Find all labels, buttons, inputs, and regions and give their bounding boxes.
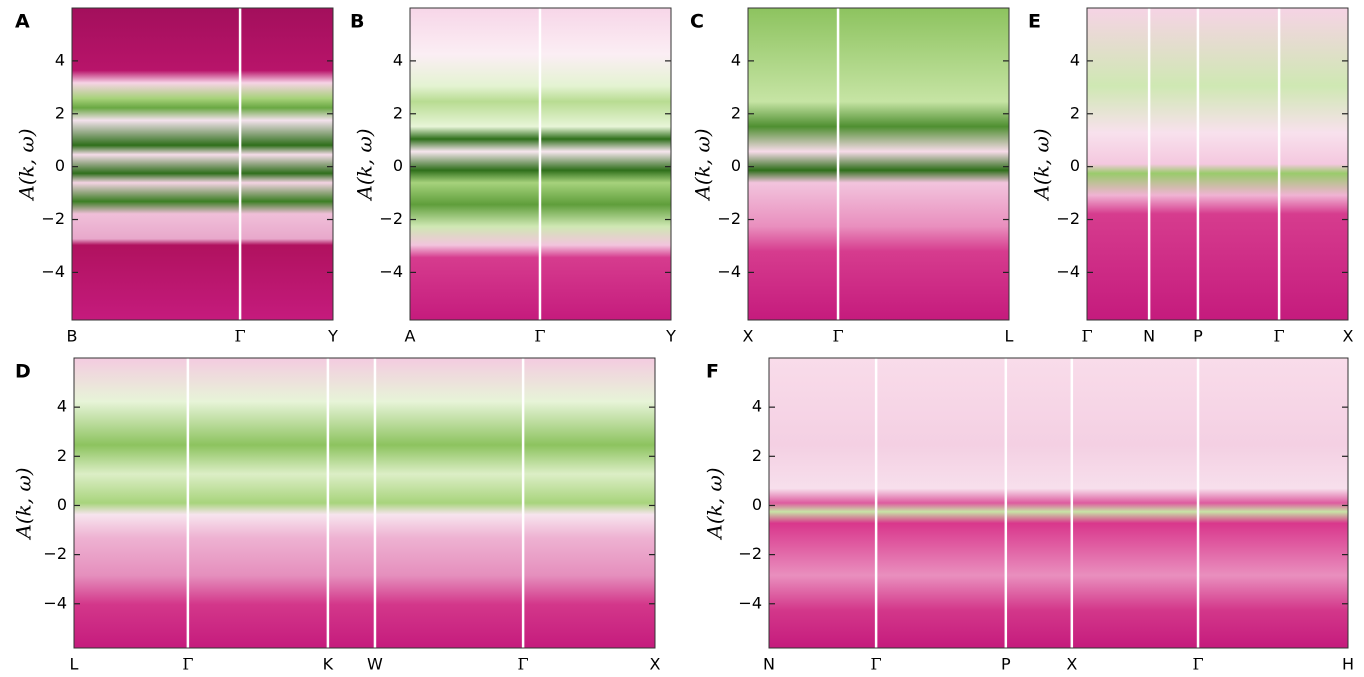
x-tick-label: Γ	[534, 327, 545, 346]
panel-label: C	[690, 11, 704, 33]
y-tick-label: −2	[41, 209, 65, 228]
x-tick-label: X	[1343, 327, 1354, 346]
y-tick-label: −2	[717, 209, 741, 228]
y-tick-label: −2	[1056, 209, 1080, 228]
y-axis-label: A(k, ω)	[691, 128, 715, 201]
x-tick-label: H	[1342, 655, 1354, 674]
y-tick-label: −2	[379, 209, 403, 228]
y-tick-label: −4	[379, 262, 403, 281]
y-tick-label: 0	[57, 495, 67, 514]
y-tick-label: −4	[43, 593, 67, 612]
x-tick-label: Γ	[518, 655, 529, 674]
x-tick-label: Γ	[871, 655, 882, 674]
x-tick-label: L	[70, 655, 79, 674]
x-tick-label: Γ	[1274, 327, 1285, 346]
plot-frame	[73, 357, 656, 649]
x-tick-label: K	[323, 655, 334, 674]
y-tick-label: 2	[55, 103, 65, 122]
plot-frame	[768, 357, 1349, 649]
y-tick-label: 4	[393, 50, 403, 69]
panel-label: D	[15, 361, 31, 383]
x-tick-label: N	[1143, 327, 1155, 346]
x-tick-label: Γ	[832, 327, 843, 346]
x-tick-label: Y	[327, 327, 338, 346]
y-tick-label: 2	[1070, 103, 1080, 122]
x-tick-label: X	[743, 327, 754, 346]
y-tick-label: 2	[752, 446, 762, 465]
y-axis-label: A(k, ω)	[703, 467, 727, 540]
spectral-map	[769, 358, 1348, 648]
panel-label: B	[350, 11, 364, 33]
x-tick-label: L	[1005, 327, 1014, 346]
y-tick-label: 4	[55, 50, 65, 69]
y-tick-label: −2	[43, 544, 67, 563]
y-tick-label: 0	[55, 156, 65, 175]
panel-label: E	[1028, 11, 1041, 33]
y-tick-label: 4	[1070, 50, 1080, 69]
x-tick-label: Y	[665, 327, 676, 346]
plot-frame	[747, 7, 1010, 321]
y-axis-label: A(k, ω)	[12, 467, 36, 540]
panel-label: F	[706, 361, 719, 383]
y-tick-label: 4	[57, 397, 67, 416]
plot-frame	[409, 7, 672, 321]
plot-frame	[71, 7, 334, 321]
x-tick-label: Γ	[182, 655, 193, 674]
y-tick-label: 0	[752, 495, 762, 514]
y-tick-label: 2	[57, 446, 67, 465]
y-tick-label: −4	[1056, 262, 1080, 281]
x-tick-label: B	[67, 327, 78, 346]
y-tick-label: −2	[738, 544, 762, 563]
y-axis-label: A(k, ω)	[1030, 128, 1054, 201]
x-tick-label: X	[1066, 655, 1077, 674]
spectral-map	[72, 8, 333, 320]
x-tick-label: N	[763, 655, 775, 674]
y-tick-label: 0	[1070, 156, 1080, 175]
y-tick-label: 2	[731, 103, 741, 122]
y-tick-label: 4	[731, 50, 741, 69]
x-tick-label: W	[367, 655, 383, 674]
y-tick-label: 0	[393, 156, 403, 175]
y-tick-label: −4	[738, 593, 762, 612]
y-axis-label: A(k, ω)	[353, 128, 377, 201]
x-tick-label: Γ	[1081, 327, 1092, 346]
y-tick-label: 2	[393, 103, 403, 122]
y-tick-label: −4	[41, 262, 65, 281]
panel-label: A	[15, 11, 30, 33]
y-tick-label: −4	[717, 262, 741, 281]
spectral-map	[748, 8, 1009, 320]
y-axis-label: A(k, ω)	[15, 128, 39, 201]
y-tick-label: 0	[731, 156, 741, 175]
spectral-map	[74, 358, 655, 648]
plot-frame	[1086, 7, 1349, 321]
x-tick-label: P	[1193, 327, 1203, 346]
x-tick-label: A	[405, 327, 416, 346]
spectral-map	[1087, 8, 1348, 320]
x-tick-label: P	[1001, 655, 1011, 674]
x-tick-label: Γ	[235, 327, 246, 346]
y-tick-label: 4	[752, 397, 762, 416]
x-tick-label: Γ	[1192, 655, 1203, 674]
x-tick-label: X	[650, 655, 661, 674]
